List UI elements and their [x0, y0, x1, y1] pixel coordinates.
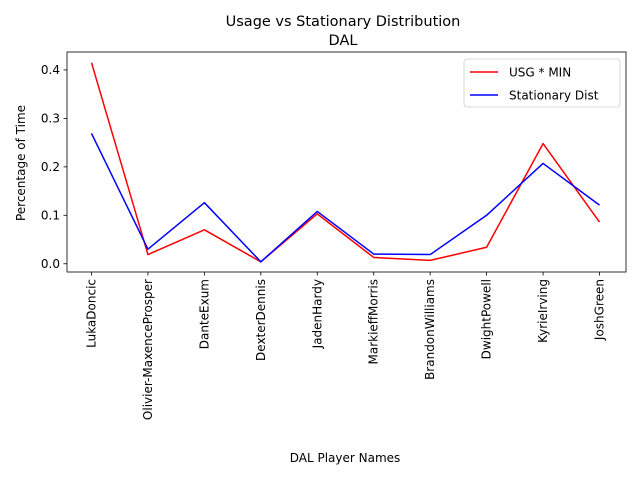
x-tick-label: DexterDennis [254, 279, 268, 361]
chart-title: Usage vs Stationary Distribution [226, 14, 461, 30]
y-tick-label: 0.4 [41, 63, 60, 77]
x-tick-label: Olivier-MaxenceProsper [141, 279, 155, 420]
y-tick-label: 0.0 [41, 257, 60, 271]
x-tick-label: JadenHardy [310, 279, 324, 349]
legend-box [463, 58, 621, 108]
x-tick-label: MarkieffMorris [367, 279, 381, 365]
legend-label-2: Stationary Dist [509, 89, 599, 103]
chart-subtitle: DAL [329, 33, 358, 49]
x-tick-label: DwightPowell [480, 279, 494, 359]
x-axis-label: DAL Player Names [290, 451, 401, 465]
x-tick-label: JoshGreen [593, 279, 607, 341]
x-tick-label: BrandonWilliams [423, 279, 437, 380]
legend-label-1: USG * MIN [509, 66, 571, 80]
y-axis-label: Percentage of Time [14, 105, 28, 221]
y-tick-label: 0.2 [41, 160, 60, 174]
x-tick-label: LukaDoncic [85, 279, 99, 348]
series-line-2 [90, 133, 600, 263]
series-line-1 [90, 62, 601, 263]
axes-frame [66, 51, 627, 273]
y-tick-label: 0.1 [41, 208, 60, 222]
plot-area: 0.0 0.1 0.2 0.3 0.4 LukaDoncic Olivier-Maxence… [41, 51, 627, 420]
y-tick-label: 0.3 [41, 111, 60, 125]
x-tick-label: KyrieIrving [536, 279, 550, 343]
x-tick-label: DanteExum [197, 279, 211, 349]
